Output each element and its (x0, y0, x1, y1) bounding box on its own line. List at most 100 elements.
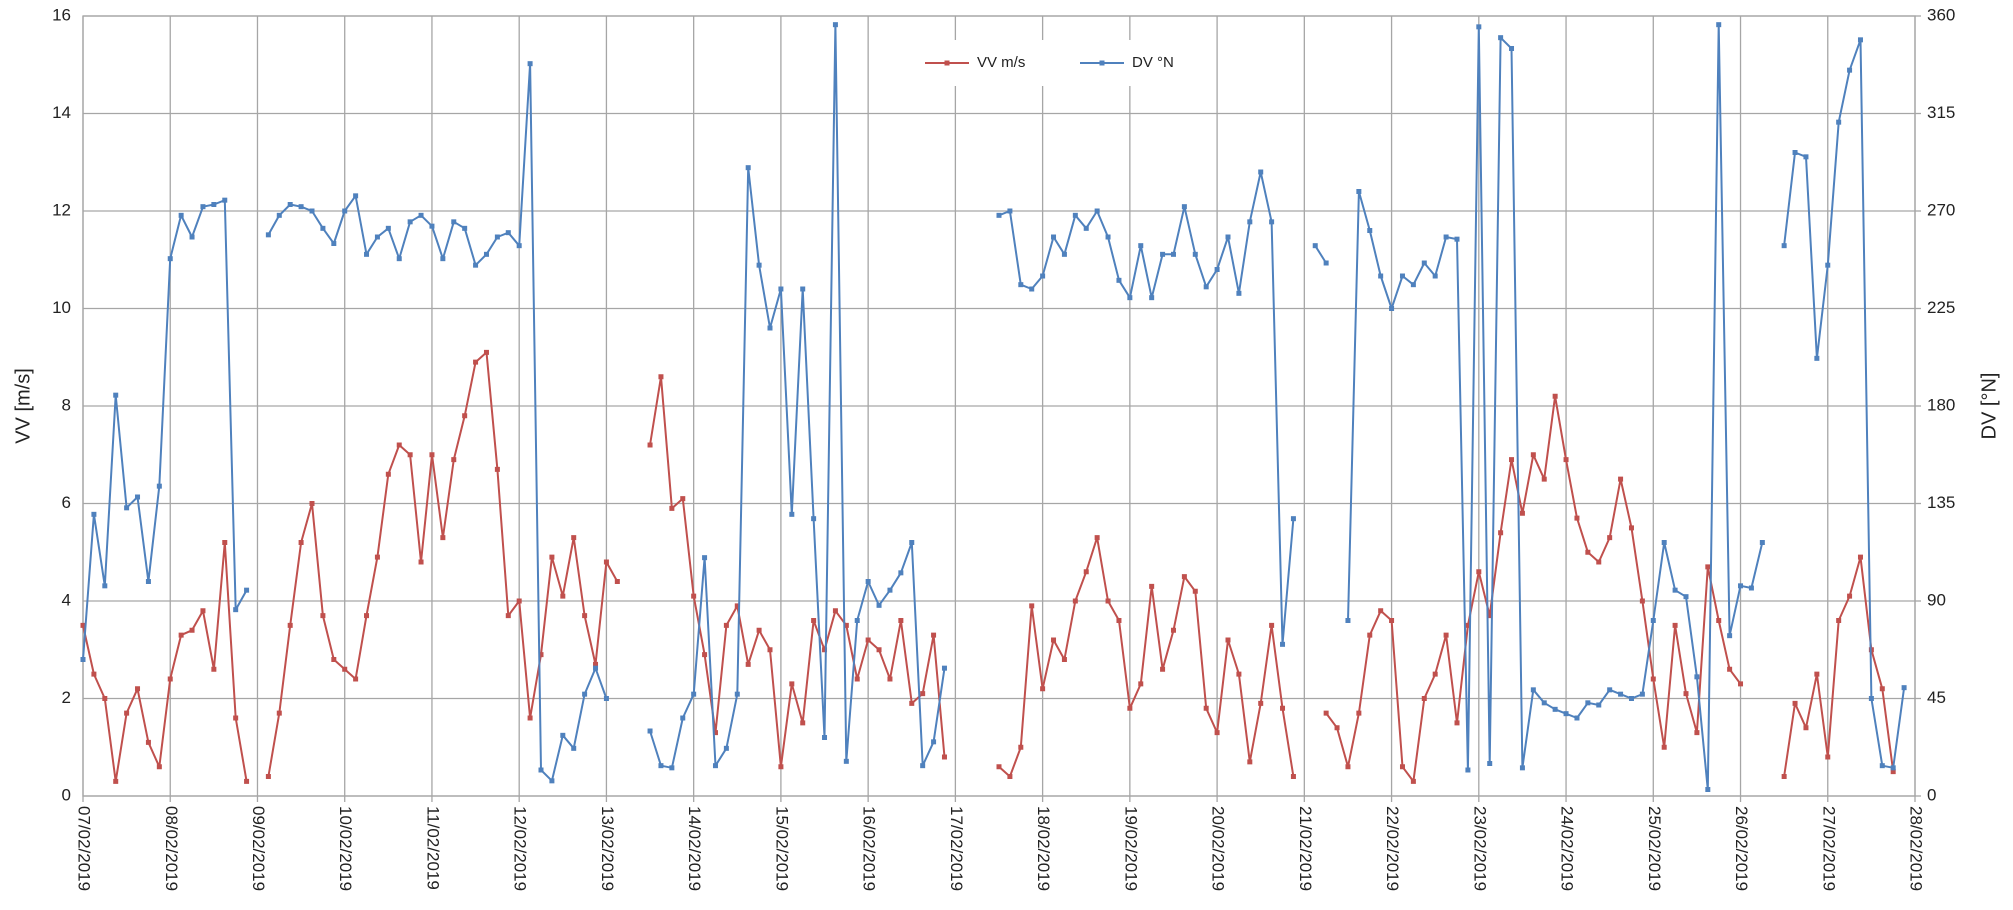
data-point (1290, 774, 1296, 779)
data-point (898, 570, 904, 576)
data-point (1345, 764, 1351, 770)
data-point (1857, 554, 1863, 560)
data-point (440, 256, 446, 262)
data-point (1748, 585, 1754, 591)
data-point (1225, 637, 1231, 643)
data-point (1127, 295, 1133, 301)
x-tick-label: 10/02/2019 (336, 806, 355, 891)
data-point (843, 622, 849, 628)
data-point (1901, 685, 1907, 691)
x-tick-label: 17/02/2019 (947, 806, 966, 891)
data-point (1072, 212, 1078, 218)
data-point (1639, 598, 1645, 604)
data-point (1138, 243, 1144, 249)
x-tick-label: 14/02/2019 (685, 806, 704, 891)
y2-tick-label: 360 (1927, 5, 1955, 24)
data-point (222, 540, 228, 545)
data-point (1814, 355, 1820, 361)
data-point (800, 286, 806, 292)
data-point (451, 457, 457, 463)
data-point (614, 579, 620, 584)
data-point (1585, 700, 1591, 706)
data-point (1105, 598, 1111, 604)
x-tick-label: 18/02/2019 (1034, 806, 1053, 891)
data-point (832, 22, 838, 28)
data-point (1825, 262, 1831, 268)
data-point (1618, 691, 1624, 697)
data-point (483, 251, 489, 257)
data-point (593, 661, 599, 667)
x-tick-label: 25/02/2019 (1645, 806, 1664, 891)
data-point (1181, 204, 1187, 210)
data-point (353, 193, 359, 199)
data-point (135, 686, 141, 692)
data-point (265, 232, 271, 238)
x-tick-label: 15/02/2019 (772, 806, 791, 891)
data-point (451, 219, 457, 225)
data-point (712, 730, 718, 736)
data-point (1847, 593, 1853, 599)
data-point (1029, 603, 1035, 609)
data-point (156, 483, 162, 489)
data-point (1628, 696, 1634, 701)
data-point (712, 763, 718, 769)
data-point (1094, 208, 1100, 214)
data-point (1857, 37, 1863, 43)
data-point (1269, 622, 1275, 628)
data-point (1628, 525, 1634, 531)
data-point (429, 452, 435, 458)
data-point (1683, 594, 1689, 600)
data-point (1356, 710, 1362, 716)
data-point (1312, 243, 1318, 249)
data-point (1378, 608, 1384, 614)
data-point (941, 754, 947, 760)
data-point (1498, 530, 1504, 536)
data-point (244, 587, 250, 593)
data-point (1203, 705, 1209, 711)
data-point (1694, 674, 1700, 680)
data-point (1269, 219, 1275, 225)
data-point (113, 778, 119, 784)
data-point (1421, 260, 1427, 266)
y-axis-title: VV [m/s] (12, 368, 34, 444)
data-point (1432, 273, 1438, 279)
data-point (1530, 687, 1536, 693)
data-point (1094, 535, 1100, 541)
data-point (1890, 769, 1896, 775)
y-tick-label: 4 (62, 590, 71, 609)
data-point (1803, 725, 1809, 731)
data-point (167, 676, 173, 682)
data-point (1345, 618, 1351, 623)
data-point (516, 598, 522, 604)
x-tick-label: 23/02/2019 (1470, 806, 1489, 891)
data-point (1465, 622, 1471, 628)
data-point (102, 583, 108, 589)
data-point (778, 764, 784, 770)
y2-tick-label: 315 (1927, 103, 1955, 122)
y-tick-label: 6 (62, 493, 71, 512)
data-point (418, 559, 424, 565)
data-point (1280, 641, 1286, 647)
data-point (1738, 681, 1744, 687)
data-point (483, 349, 489, 355)
data-point (1792, 150, 1798, 155)
data-point (1705, 564, 1711, 570)
data-point (658, 374, 664, 380)
data-point (189, 234, 195, 240)
data-point (865, 637, 871, 643)
data-point (1378, 273, 1384, 279)
data-point (723, 745, 729, 751)
data-point (843, 758, 849, 764)
data-point (135, 494, 141, 500)
data-point (571, 535, 577, 541)
data-point (756, 627, 762, 633)
data-point (276, 710, 282, 716)
data-point (1040, 686, 1046, 692)
data-point (1825, 754, 1831, 760)
data-point (832, 608, 838, 614)
data-point (1487, 761, 1493, 766)
data-point (1879, 763, 1885, 769)
plot-frame (82, 15, 1916, 797)
